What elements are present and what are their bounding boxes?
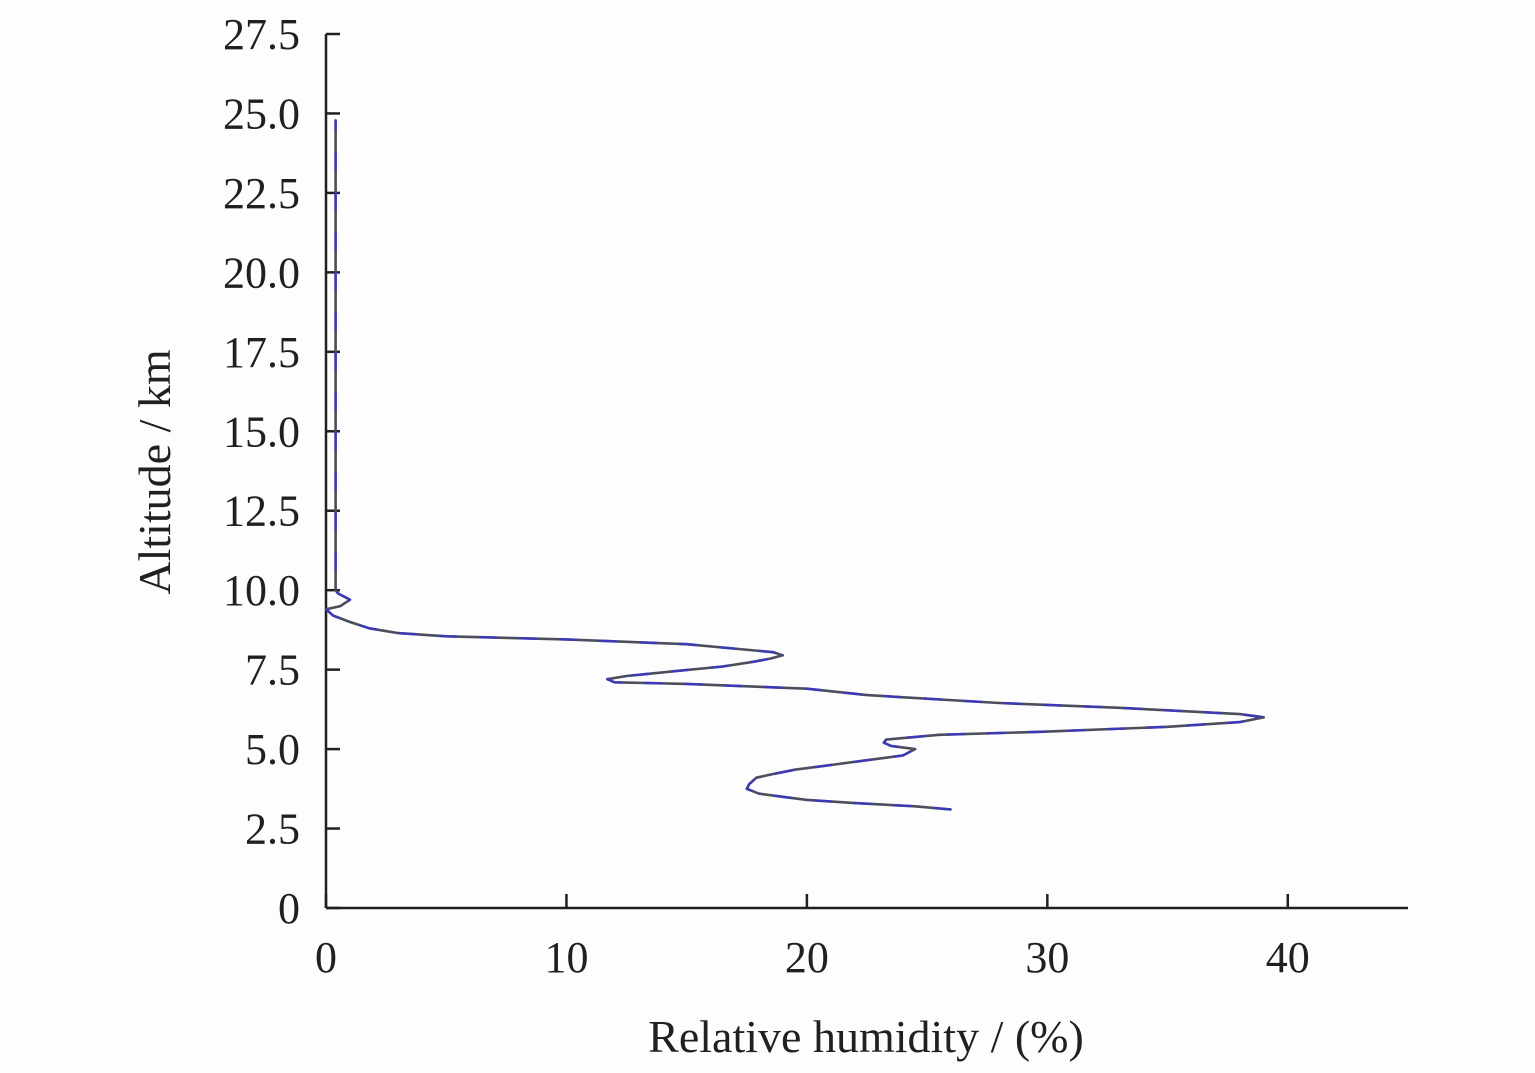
data-point <box>866 694 868 696</box>
x-tick-label: 0 <box>315 933 337 982</box>
y-axis-title: Altitude / km <box>129 349 180 595</box>
data-point <box>1118 706 1121 709</box>
data-point <box>902 754 904 757</box>
data-point <box>770 773 772 776</box>
humidity-profile-line <box>324 119 1265 811</box>
data-point <box>890 745 892 747</box>
x-tick-label: 20 <box>785 933 829 982</box>
data-point <box>685 643 688 646</box>
data-point <box>914 748 916 750</box>
y-tick-label: 2.5 <box>245 805 300 854</box>
x-tick-label: 40 <box>1266 933 1310 982</box>
data-point <box>721 665 724 668</box>
data-point <box>782 795 784 798</box>
data-point <box>685 683 688 685</box>
y-tick-label: 27.5 <box>223 10 300 59</box>
data-point <box>950 808 952 811</box>
humidity-profile-overlay <box>324 119 1265 811</box>
data-point <box>334 589 337 591</box>
data-point <box>1166 726 1169 728</box>
y-tick-label: 12.5 <box>223 487 300 536</box>
ticks: 0 2.5 5.0 7.5 10.0 12.5 15.0 17.5 20.0 22.5 25.0 27… <box>223 10 1310 982</box>
data-point <box>885 738 888 741</box>
data-point <box>914 805 916 808</box>
y-tick-label: 10.0 <box>223 566 300 615</box>
data-point <box>337 592 339 595</box>
y-tick-label: 20.0 <box>223 248 300 297</box>
data-point <box>1238 713 1241 715</box>
data-point <box>445 635 448 638</box>
data-point <box>806 799 808 801</box>
data-point <box>830 764 832 766</box>
data-point <box>1262 716 1265 719</box>
data-point <box>349 621 351 623</box>
data-point <box>745 788 748 790</box>
y-tick-label: 17.5 <box>223 328 300 377</box>
data-point <box>349 598 351 601</box>
axes <box>324 34 1408 910</box>
data-point <box>397 632 399 634</box>
data-point <box>1238 721 1241 723</box>
data-point <box>854 802 856 804</box>
data-point <box>753 660 755 663</box>
y-tick-label: 25.0 <box>223 89 300 138</box>
data-point <box>1046 730 1049 733</box>
data-point <box>606 678 609 680</box>
data-point <box>613 681 616 684</box>
data-point <box>772 651 775 653</box>
x-tick-label: 30 <box>1025 933 1069 982</box>
data-point <box>748 783 750 785</box>
x-axis-title: Relative humidity / (%) <box>648 1011 1084 1062</box>
data-point <box>755 776 758 779</box>
data-point <box>794 768 796 771</box>
data-point <box>334 430 337 433</box>
y-tick-label: 22.5 <box>223 169 300 218</box>
data-point <box>565 638 568 641</box>
data-point <box>339 605 342 607</box>
plot-area <box>324 119 1265 811</box>
data-point <box>334 119 337 121</box>
data-point <box>673 670 676 673</box>
y-tick-label: 5.0 <box>245 725 300 774</box>
x-tick-label: 10 <box>544 933 588 982</box>
data-point <box>998 702 1001 704</box>
data-point <box>883 741 885 744</box>
data-point <box>806 687 808 690</box>
data-point <box>325 608 327 611</box>
data-point <box>758 792 760 795</box>
data-point <box>770 657 772 660</box>
data-point <box>782 654 784 657</box>
data-point <box>625 675 628 677</box>
y-tick-label: 7.5 <box>245 646 300 695</box>
data-point <box>866 759 868 762</box>
data-point <box>368 627 371 630</box>
y-tick-label: 0 <box>278 884 300 933</box>
y-tick-label: 15.0 <box>223 407 300 456</box>
data-point <box>332 614 335 617</box>
data-point <box>938 733 940 736</box>
